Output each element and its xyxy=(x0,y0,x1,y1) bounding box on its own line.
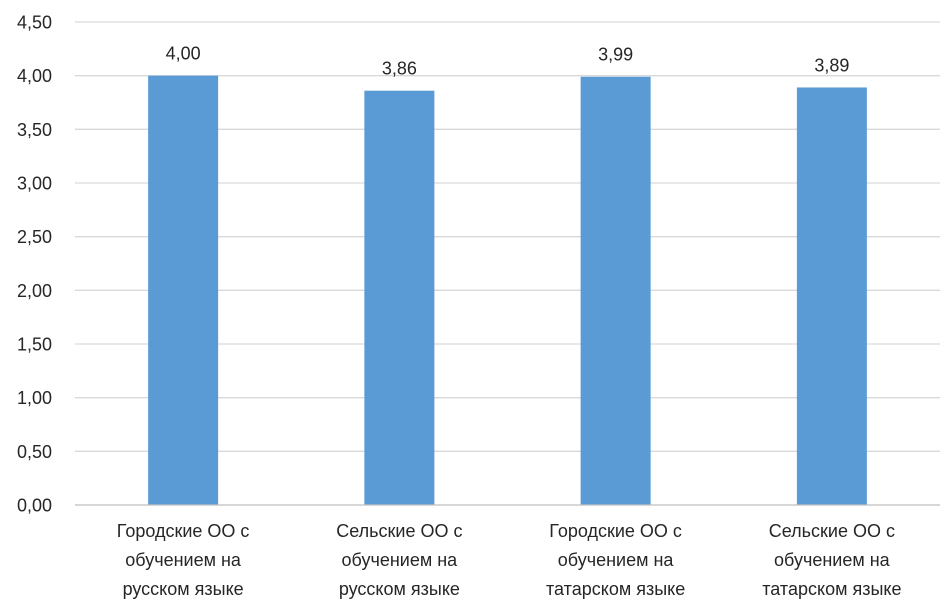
data-label: 4,00 xyxy=(166,44,201,64)
x-tick-label-line: Сельские ОО с xyxy=(769,521,895,541)
y-tick-label: 0,00 xyxy=(17,496,52,516)
x-tick-label-line: обучением на xyxy=(125,550,242,570)
bars xyxy=(148,75,867,506)
x-tick-label: Сельские ОО с обучением на русском языке xyxy=(336,521,462,599)
x-tick-label-line: обучением на xyxy=(558,550,675,570)
data-label: 3,86 xyxy=(382,59,417,79)
x-tick-label-line: Городские ОО с xyxy=(117,521,250,541)
x-tick-label-line: татарском языке xyxy=(546,579,685,599)
gridlines xyxy=(75,21,940,452)
y-tick-label: 1,00 xyxy=(17,388,52,408)
data-label: 3,89 xyxy=(814,55,849,75)
x-tick-label-line: Сельские ОО с xyxy=(336,521,462,541)
y-tick-label: 4,00 xyxy=(17,66,52,86)
y-tick-label: 1,50 xyxy=(17,335,52,355)
x-tick-label-line: русском языке xyxy=(339,579,460,599)
y-tick-label: 2,50 xyxy=(17,227,52,247)
x-tick-label-line: обучением на xyxy=(342,550,459,570)
x-tick-label-line: обучением на xyxy=(774,550,891,570)
x-tick-label-line: русском языке xyxy=(123,579,244,599)
y-tick-label: 2,00 xyxy=(17,281,52,301)
bar xyxy=(580,76,651,506)
y-tick-label: 4,50 xyxy=(17,13,52,33)
y-tick-label: 0,50 xyxy=(17,442,52,462)
bar xyxy=(148,75,219,506)
x-tick-label-line: татарском языке xyxy=(762,579,901,599)
y-tick-label: 3,00 xyxy=(17,174,52,194)
bar xyxy=(796,87,867,506)
data-label: 3,99 xyxy=(598,45,633,65)
data-labels: 4,00 3,86 3,99 3,89 xyxy=(166,44,850,79)
x-tick-label: Городские ОО с обучением на татарском язык… xyxy=(546,521,685,599)
x-tick-label-line: Городские ОО с xyxy=(549,521,682,541)
x-tick-label: Городские ОО с обучением на русском языке xyxy=(117,521,250,599)
y-tick-label: 3,50 xyxy=(17,120,52,140)
bar xyxy=(364,90,435,506)
y-axis-ticks: 0,00 0,50 1,00 1,50 2,00 2,50 3,00 3,50 4,00 4,50 xyxy=(17,13,52,516)
x-tick-label: Сельские ОО с обучением на татарском языке xyxy=(762,521,901,599)
